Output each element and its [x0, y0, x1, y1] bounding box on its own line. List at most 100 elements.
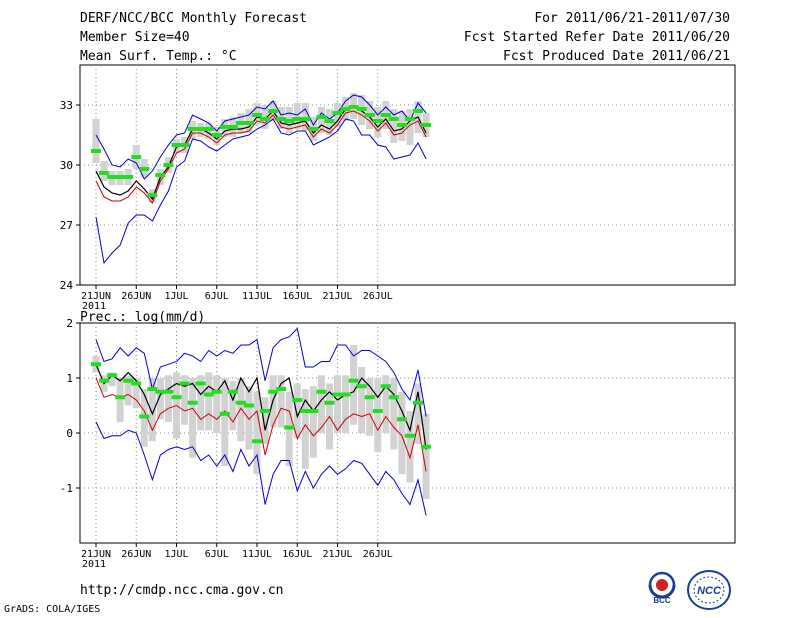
temp-observation-marker [147, 193, 158, 197]
temp-observation-marker [91, 149, 101, 153]
prec-spread-box [253, 391, 261, 475]
prec-spread-box [293, 383, 301, 439]
prec-spread-box [309, 386, 317, 458]
prec-observation-marker [211, 389, 222, 394]
prec-spread-box [358, 367, 366, 433]
prec-observation-marker [356, 384, 367, 389]
chart-title: DERF/NCC/BCC Monthly Forecast [80, 11, 307, 26]
temp-observation-marker [243, 121, 254, 125]
prec-observation-marker [396, 417, 407, 422]
prec-observation-marker [123, 378, 134, 383]
prec-observation-marker [372, 409, 383, 413]
temp-observation-marker [340, 107, 351, 111]
prec-spread-box [342, 375, 350, 433]
prec-spread-box [261, 397, 269, 444]
temp-observation-marker [155, 173, 166, 177]
prec-spread-box [334, 375, 341, 433]
temp-observation-marker [372, 119, 383, 123]
prec-max-line [95, 327, 427, 417]
prec-spread-box [382, 375, 390, 433]
temp-observation-marker [131, 155, 142, 159]
temp-observation-marker [421, 123, 432, 127]
temp-y-tick-label: 27 [60, 219, 73, 232]
grads-credit: GrADS: COLA/IGES [4, 604, 101, 615]
prec-x-tick-label: 26JUN [121, 549, 151, 560]
prec-y-tick-label: 2 [66, 317, 73, 330]
prec-observation-marker [252, 439, 262, 444]
source-url[interactable]: http://cmdp.ncc.cma.gov.cn [80, 583, 284, 598]
temp-observation-marker [356, 107, 367, 111]
prec-observation-marker [227, 389, 238, 394]
temp-observation-marker [284, 119, 295, 123]
prec-spread-box [277, 375, 285, 428]
temp-observation-marker [252, 113, 262, 117]
prec-observation-marker [316, 389, 327, 394]
temp-observation-marker [380, 113, 391, 117]
prec-spread-box [205, 372, 213, 431]
prec-spread-box [124, 375, 132, 406]
temp-observation-marker [396, 123, 407, 127]
temp-observation-marker [227, 125, 238, 129]
temp-observation-marker [211, 133, 222, 137]
prec-observation-marker [131, 381, 142, 386]
prec-spread-box [189, 378, 197, 458]
prec-min-line [95, 421, 427, 516]
prec-observation-marker [268, 389, 279, 394]
temp-observation-marker [260, 117, 271, 121]
prec-observation-marker [284, 425, 295, 430]
temp-observation-marker [179, 143, 190, 147]
temp-observation-marker [413, 109, 423, 113]
temp-x-tick-label: 16JUL [282, 291, 312, 302]
prec-observation-marker [308, 409, 319, 413]
temp-observation-marker [219, 125, 230, 129]
prec-spread-box [390, 378, 398, 450]
prec-spread-box [132, 378, 140, 409]
variable-label-precipitation: Prec.: log(mm/d) [80, 310, 206, 325]
temp-observation-marker [195, 127, 206, 131]
temp-observation-marker [163, 163, 174, 167]
temp-x-tick-label: 21JUL [322, 291, 352, 302]
prec-spread-box [398, 391, 406, 475]
temp-observation-marker [123, 175, 134, 179]
prec-observation-marker [260, 409, 271, 413]
temp-observation-marker [115, 175, 126, 179]
temp-x-tick-label: 21JUN [81, 291, 111, 302]
prec-spread-box [350, 345, 358, 425]
temp-spread-box [406, 109, 414, 145]
temp-observation-marker [324, 119, 335, 123]
prec-y-tick-label: 1 [66, 372, 73, 385]
prec-observation-marker [300, 409, 311, 413]
prec-observation-marker [380, 384, 391, 389]
temp-observation-marker [203, 127, 214, 131]
prec-observation-marker [115, 395, 126, 400]
temp-y-tick-label: 24 [60, 279, 74, 292]
forecast-start-date: Fcst Started Refer Date 2011/06/20 [463, 30, 730, 45]
forecast-period: For 2011/06/21-2011/07/30 [534, 11, 730, 26]
prec-x-tick-label: 21JUL [322, 549, 352, 560]
prec-observation-marker [235, 400, 246, 405]
temp-observation-marker [316, 115, 327, 119]
temp-year-label: 2011 [82, 301, 106, 312]
temp-x-tick-label: 26JUL [363, 291, 393, 302]
temp-median-line [95, 110, 427, 205]
prec-observation-marker [332, 392, 343, 397]
variable-label-temperature: Mean Surf. Temp.: °C [80, 49, 237, 64]
member-size: Member Size=40 [80, 30, 190, 45]
temp-observation-marker [404, 117, 415, 121]
temp-observation-marker [308, 127, 319, 131]
prec-spread-box [213, 375, 221, 433]
temp-plot-frame [79, 64, 736, 286]
temp-y-tick-label: 33 [60, 99, 73, 112]
prec-observation-marker [413, 400, 423, 405]
temp-x-tick-label: 1JUL [164, 291, 188, 302]
prec-observation-marker [99, 378, 110, 383]
prec-x-tick-label: 6JUL [205, 549, 229, 560]
prec-spread-box [181, 375, 189, 425]
prec-spread-box [237, 378, 245, 442]
prec-mean-line [95, 364, 427, 450]
bcc-logo: BCC [648, 571, 676, 605]
prec-spread-box [108, 372, 116, 387]
temp-spread-box [92, 119, 100, 163]
prec-year-label: 2011 [82, 559, 106, 570]
prec-observation-marker [276, 387, 287, 391]
